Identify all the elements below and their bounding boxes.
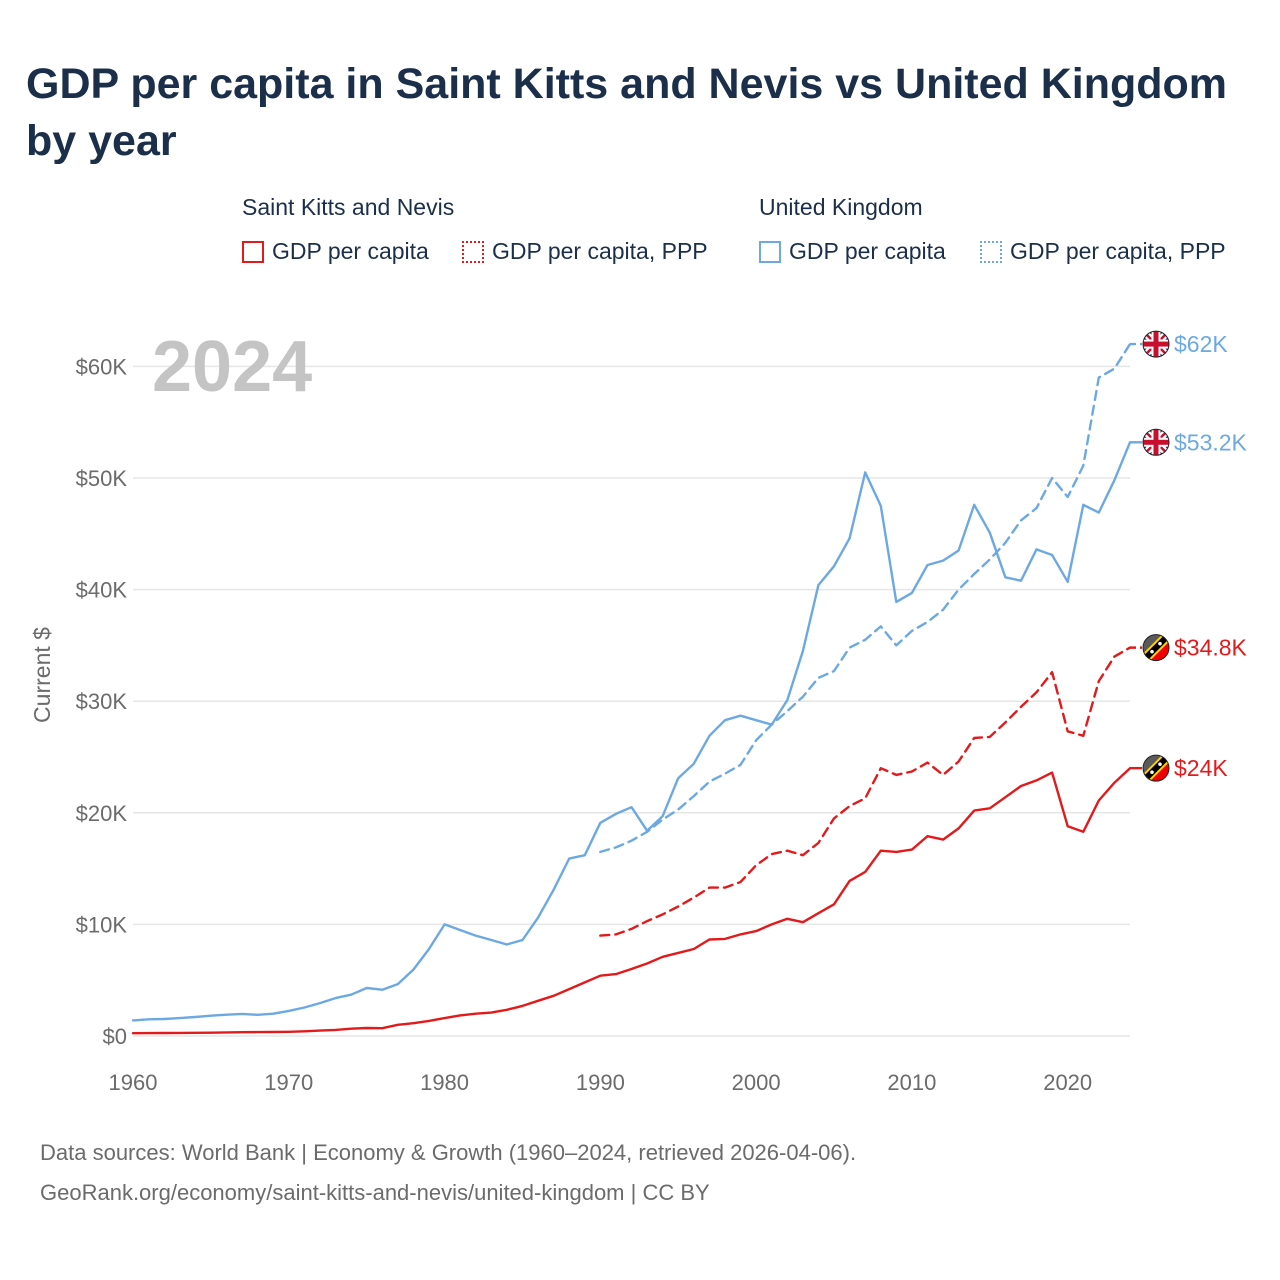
data-source-note: Data sources: World Bank | Economy & Gro… [40,1140,857,1165]
legend-swatch-solid-blue [759,240,781,263]
x-tick-label: 1960 [109,1070,158,1095]
legend-group-saint-kitts-and-nevis: Saint Kitts and Nevis [242,194,455,220]
y-tick-label: $60K [76,354,128,379]
x-tick-label: 2010 [887,1070,936,1095]
legend-swatch-dotted-red [462,240,484,263]
y-tick-label: $10K [76,912,128,937]
flag-star [1150,770,1154,774]
y-tick-label: $30K [76,689,128,714]
x-tick-label: 2020 [1043,1070,1092,1095]
y-tick-label: $50K [76,466,128,491]
flag-star [1150,649,1154,654]
series-line-uk-ppp [599,342,1132,854]
flag-ring [1142,634,1170,662]
series-line-kn-gdp [131,767,1132,1035]
flag-ring [1142,330,1170,358]
series-line-kn-ppp [599,646,1132,937]
series-line-uk-gdp [131,441,1132,1022]
legend-label: GDP per capita, PPP [492,238,708,264]
series-end-label-kn-gdp: $24K [1174,755,1228,781]
legend-item-uk-ppp[interactable]: GDP per capita, PPP [980,238,1226,265]
flag-body [1143,634,1169,661]
legend-label: GDP per capita [789,238,946,264]
uk-flag-icon [1142,330,1170,358]
series-end-label-uk-ppp: $62K [1174,331,1228,357]
legend-item-kn-gdp[interactable]: GDP per capita [242,238,429,265]
flag-ring [1142,428,1170,456]
flag-body [1143,331,1169,358]
series-end-label-kn-ppp: $34.8K [1174,635,1248,661]
flag-cross-red [1153,331,1159,358]
saint-kitts-flag-icon [1142,634,1170,662]
flag-body [1143,755,1169,782]
flag-star [1158,641,1162,646]
current-year-label: 2024 [152,327,313,407]
chart-title: GDP per capita in Saint Kitts and Nevis … [26,60,1228,165]
x-tick-label: 1990 [576,1070,625,1095]
flag-star [1158,762,1162,766]
series-end-label-uk-gdp: $53.2K [1174,429,1248,455]
legend-swatch-dotted-blue [980,240,1002,263]
flag-cross-red [1153,429,1159,456]
flag-body [1143,429,1169,456]
saint-kitts-flag-icon [1142,754,1170,782]
y-tick-label: $0 [103,1024,127,1049]
x-tick-label: 1970 [264,1070,313,1095]
legend-label: GDP per capita [272,238,429,264]
legend-label: GDP per capita, PPP [1010,238,1226,264]
uk-flag-icon [1142,428,1170,456]
x-tick-label: 2000 [732,1070,781,1095]
legend-swatch-solid-red [242,240,264,263]
y-tick-label: $40K [76,578,128,603]
source-url: GeoRank.org/economy/saint-kitts-and-nevi… [40,1180,710,1205]
y-tick-label: $20K [76,801,128,826]
x-tick-label: 1980 [420,1070,469,1095]
y-axis-label: Current $ [29,627,55,723]
legend-item-kn-ppp[interactable]: GDP per capita, PPP [462,238,708,265]
legend-group-united-kingdom: United Kingdom [759,194,923,220]
flag-ring [1142,754,1170,782]
legend-item-uk-gdp[interactable]: GDP per capita [759,238,946,265]
